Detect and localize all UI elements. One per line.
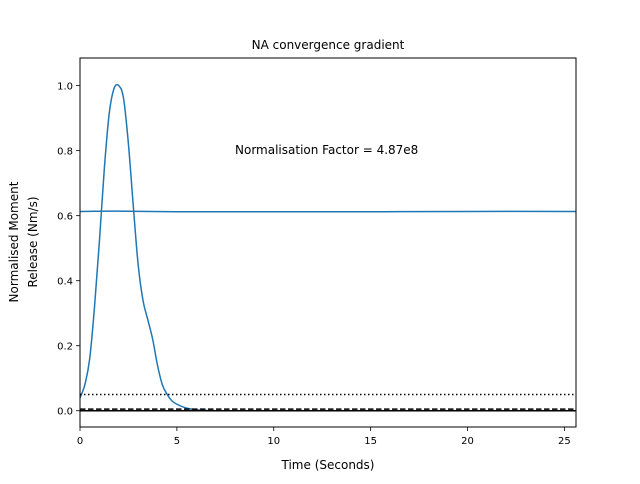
series-layer [79, 83, 577, 412]
series-line-1 [79, 210, 577, 213]
y-tick-label: 1.0 [57, 82, 73, 93]
y-axis: 0.0 0.2 0.4 0.6 0.8 1.0 [57, 82, 80, 418]
y-axis-label: Normalised Moment Release (Nm/s) [7, 181, 40, 302]
y-tick-label: 0.4 [57, 277, 73, 288]
plot-frame [79, 57, 577, 428]
y-axis-label-line-1: Normalised Moment [7, 181, 21, 302]
x-tick-label: 15 [364, 436, 377, 447]
x-tick-label: 5 [174, 436, 180, 447]
y-tick-label: 0.2 [57, 342, 73, 353]
chart-title: NA convergence gradient [252, 38, 405, 52]
x-tick-label: 10 [267, 436, 280, 447]
y-axis-label-line-2: Release (Nm/s) [26, 196, 40, 287]
y-tick-label: 0.0 [57, 407, 73, 418]
x-axis: 0 5 10 15 20 25 [77, 427, 571, 447]
y-tick-label: 0.8 [57, 147, 73, 158]
x-tick-label: 20 [461, 436, 474, 447]
normalisation-factor-annotation: Normalisation Factor = 4.87e8 [235, 143, 418, 157]
x-tick-label: 25 [558, 436, 571, 447]
x-axis-label: Time (Seconds) [281, 458, 375, 472]
x-tick-label: 0 [77, 436, 83, 447]
series-line-0 [79, 83, 576, 412]
y-tick-label: 0.6 [57, 212, 73, 223]
